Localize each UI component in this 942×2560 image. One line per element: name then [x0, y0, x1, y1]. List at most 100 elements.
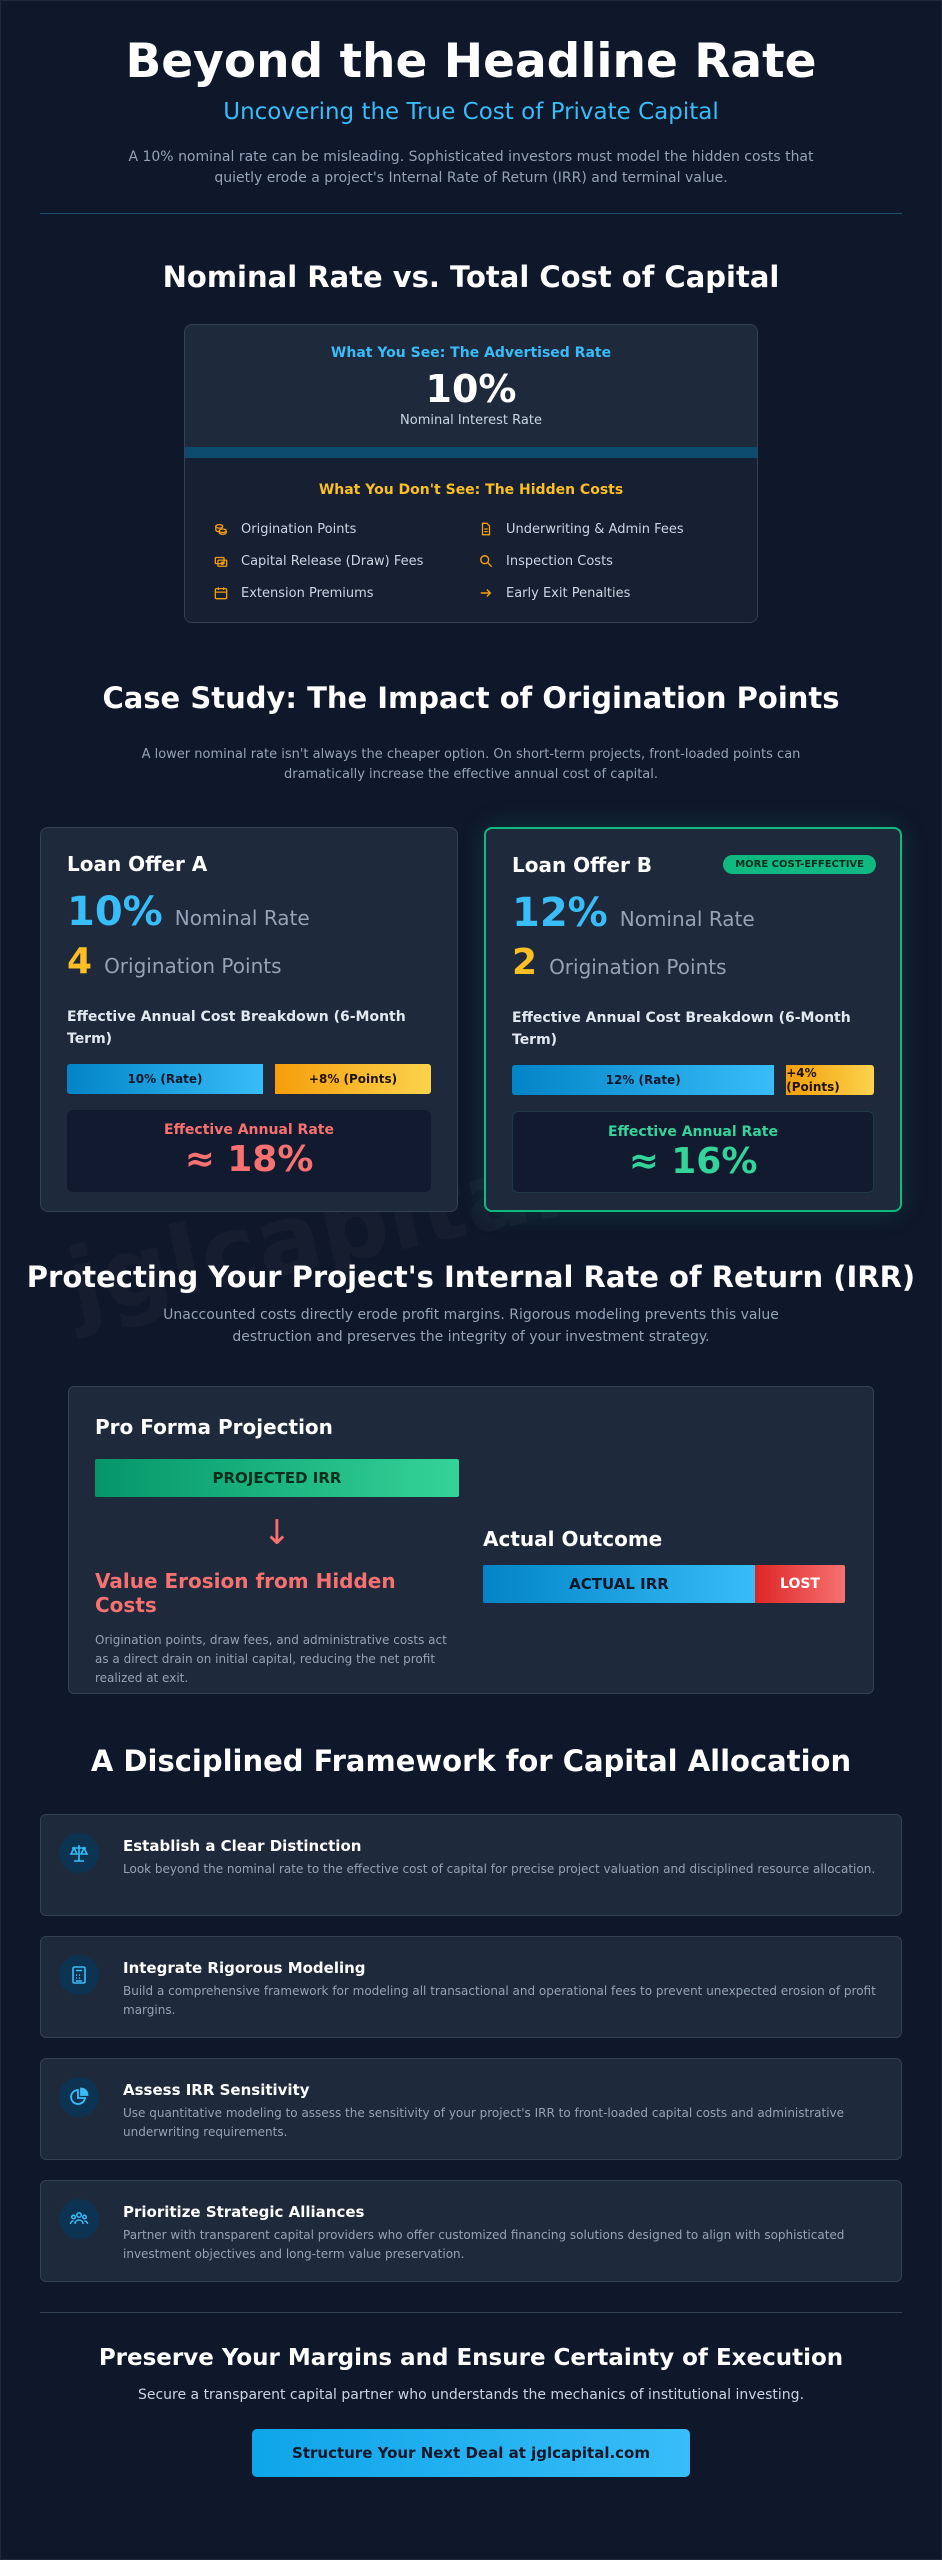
points-segment: +4% (Points) [786, 1065, 874, 1095]
framework-item: Integrate Rigorous Modeling Build a comp… [40, 1936, 902, 2038]
rate-segment: 10% (Rate) [67, 1064, 263, 1094]
section-lead: A lower nominal rate isn't always the ch… [141, 747, 801, 782]
hidden-cost-item: Extension Premiums [213, 584, 464, 602]
framework-item: Assess IRR Sensitivity Use quantitative … [40, 2058, 902, 2160]
points-value: 2 [512, 942, 538, 983]
effective-rate-panel: Effective Annual Rate ≈ 16% [512, 1111, 874, 1193]
nominal-rate-label: Nominal Rate [619, 907, 755, 931]
points-metric: 4 Origination Points [67, 940, 431, 984]
rate-segment: 12% (Rate) [512, 1065, 775, 1095]
points-segment: +8% (Points) [275, 1064, 431, 1094]
hidden-cost-item: Early Exit Penalties [478, 584, 729, 602]
hidden-cost-item: Capital Release (Draw) Fees [213, 552, 464, 570]
hidden-cost-item: Origination Points [213, 520, 464, 538]
breakdown-label: Effective Annual Cost Breakdown (6-Month… [67, 1009, 406, 1047]
page-title: Beyond the Headline Rate [125, 34, 817, 89]
points-metric: 2 Origination Points [512, 941, 874, 985]
hidden-costs-list: Origination Points Underwriting & Admin … [213, 520, 729, 602]
magnifier-icon [478, 553, 494, 569]
cost-breakdown-bar: 10% (Rate) +8% (Points) [67, 1064, 431, 1094]
irr-section: Protecting Your Project's Internal Rate … [1, 1260, 941, 1694]
effective-rate-label: Effective Annual Rate [608, 1124, 778, 1140]
cta-section: Preserve Your Margins and Ensure Certain… [1, 2345, 941, 2477]
nominal-rate-value: 10% [67, 889, 163, 935]
pro-forma-panel: Pro Forma Projection PROJECTED IRR ↓ Val… [95, 1415, 459, 1685]
section-title: A Disciplined Framework for Capital Allo… [90, 1744, 852, 1778]
nominal-section: Nominal Rate vs. Total Cost of Capital W… [1, 260, 941, 623]
framework-item-title: Assess IRR Sensitivity [123, 2081, 310, 2099]
pie-chart-icon [59, 2077, 99, 2117]
points-label: Origination Points [104, 954, 282, 978]
advertised-rate: 10% [425, 367, 517, 411]
framework-item-text: Look beyond the nominal rate to the effe… [123, 1862, 876, 1876]
effective-rate-value: ≈ 18% [184, 1139, 314, 1180]
cost-effective-badge: MORE COST-EFFECTIVE [723, 855, 876, 874]
hidden-cost-label: Extension Premiums [241, 585, 374, 601]
irr-card: Pro Forma Projection PROJECTED IRR ↓ Val… [68, 1386, 874, 1694]
hidden-cost-label: Capital Release (Draw) Fees [241, 553, 424, 569]
points-value: 4 [67, 941, 93, 982]
cta-button[interactable]: Structure Your Next Deal at jglcapital.c… [252, 2429, 690, 2477]
cost-card: What You See: The Advertised Rate 10% No… [184, 324, 758, 623]
nominal-rate-label: Nominal Rate [174, 906, 310, 930]
nominal-rate-value: 12% [512, 890, 608, 936]
hero: Beyond the Headline Rate Uncovering the … [1, 1, 941, 214]
page-subtitle: Uncovering the True Cost of Private Capi… [223, 99, 719, 125]
divider [40, 213, 902, 214]
nominal-rate-metric: 10% Nominal Rate [67, 890, 431, 934]
advertised-rate-panel: What You See: The Advertised Rate 10% No… [185, 325, 757, 447]
arrow-right-icon [478, 585, 494, 601]
framework-item-title: Establish a Clear Distinction [123, 1837, 362, 1855]
hidden-cost-label: Early Exit Penalties [506, 585, 631, 601]
framework-item-text: Build a comprehensive framework for mode… [123, 1984, 876, 2017]
loan-offers: Loan Offer A 10% Nominal Rate 4 Originat… [40, 827, 902, 1212]
framework-item: Prioritize Strategic Alliances Partner w… [40, 2180, 902, 2282]
actual-irr-segment: ACTUAL IRR [483, 1565, 755, 1603]
advertised-label: What You See: The Advertised Rate [330, 345, 612, 361]
divider [40, 2312, 902, 2313]
erosion-title: Value Erosion from Hidden Costs [95, 1569, 396, 1617]
hidden-costs-label: What You Don't See: The Hidden Costs [318, 482, 624, 498]
money-stack-icon [213, 553, 229, 569]
framework-item: Establish a Clear Distinction Look beyon… [40, 1814, 902, 1916]
framework-list: Establish a Clear Distinction Look beyon… [40, 1814, 902, 2282]
cost-breakdown-bar: 12% (Rate) +4% (Points) [512, 1065, 874, 1095]
hidden-costs-panel: What You Don't See: The Hidden Costs Ori… [185, 458, 757, 622]
scales-icon [59, 1833, 99, 1873]
lost-segment: LOST [755, 1565, 845, 1603]
erosion-text: Origination points, draw fees, and admin… [95, 1633, 447, 1685]
arrow-down-icon: ↓ [262, 1513, 292, 1553]
calculator-icon [59, 1955, 99, 1995]
actual-irr-bar: ACTUAL IRR LOST [483, 1565, 847, 1603]
hidden-cost-label: Origination Points [241, 521, 357, 537]
intro-text: A 10% nominal rate can be misleading. So… [128, 149, 814, 186]
projected-irr-bar: PROJECTED IRR [95, 1459, 459, 1497]
loan-offer-b: Loan Offer B MORE COST-EFFECTIVE 12% Nom… [484, 827, 902, 1212]
effective-rate-panel: Effective Annual Rate ≈ 18% [67, 1110, 431, 1192]
breakdown-label: Effective Annual Cost Breakdown (6-Month… [512, 1010, 851, 1048]
framework-item-title: Integrate Rigorous Modeling [123, 1959, 366, 1977]
loan-offer-a: Loan Offer A 10% Nominal Rate 4 Originat… [40, 827, 458, 1212]
advertised-caption: Nominal Interest Rate [400, 413, 542, 428]
cta-title: Preserve Your Margins and Ensure Certain… [98, 2345, 844, 2371]
actual-outcome-panel: Actual Outcome ACTUAL IRR LOST [483, 1415, 847, 1665]
coins-icon [213, 521, 229, 537]
document-icon [478, 521, 494, 537]
people-icon [59, 2199, 99, 2239]
offer-title: Loan Offer A [67, 852, 208, 876]
hidden-cost-label: Underwriting & Admin Fees [506, 521, 684, 537]
points-label: Origination Points [549, 955, 727, 979]
pro-forma-title: Pro Forma Projection [95, 1415, 333, 1439]
section-title: Protecting Your Project's Internal Rate … [26, 1260, 916, 1294]
section-title: Nominal Rate vs. Total Cost of Capital [162, 260, 780, 294]
section-lead: Unaccounted costs directly erode profit … [163, 1307, 779, 1345]
nominal-rate-metric: 12% Nominal Rate [512, 891, 874, 935]
divider-bar [185, 447, 757, 458]
effective-rate-value: ≈ 16% [628, 1141, 758, 1182]
effective-rate-label: Effective Annual Rate [164, 1122, 334, 1138]
calendar-icon [213, 585, 229, 601]
framework-item-title: Prioritize Strategic Alliances [123, 2203, 365, 2221]
actual-outcome-title: Actual Outcome [483, 1527, 663, 1551]
case-study-section: Case Study: The Impact of Origination Po… [1, 681, 941, 1212]
section-title: Case Study: The Impact of Origination Po… [102, 681, 840, 715]
